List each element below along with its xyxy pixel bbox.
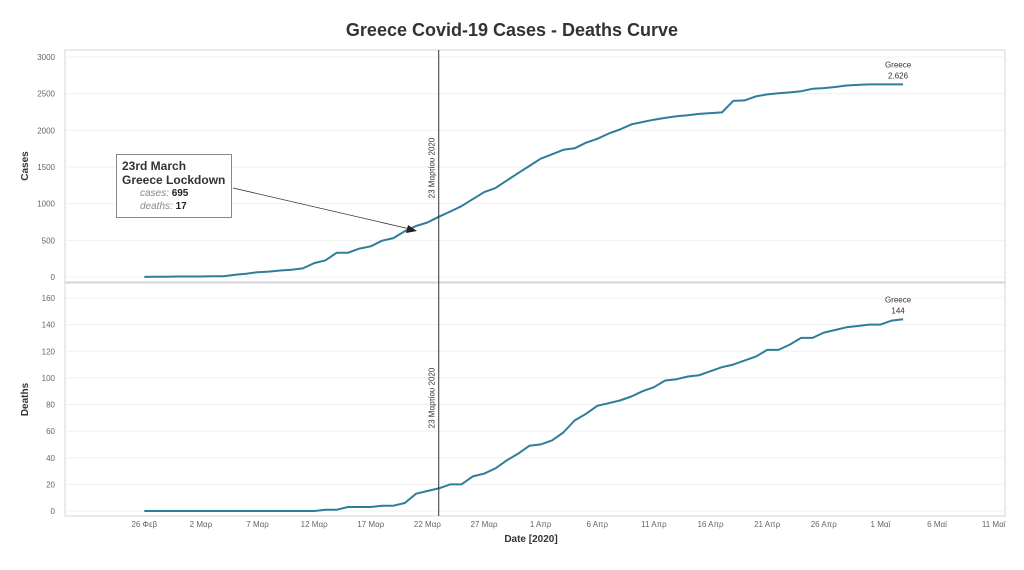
x-tick-label: 16 Απρ <box>697 520 724 529</box>
reference-line-label-deaths: 23 Μαρτίου 2020 <box>428 367 437 428</box>
x-tick-label: 1 Απρ <box>530 520 552 529</box>
cases-y-tick-label: 2000 <box>37 126 55 135</box>
cases-axis-title: Cases <box>20 151 31 181</box>
cases-end-label-name: Greece <box>885 60 912 69</box>
x-tick-label: 11 Μαϊ <box>982 520 1006 529</box>
deaths-y-tick-label: 40 <box>46 454 55 463</box>
deaths-end-label-value: 144 <box>891 306 905 315</box>
x-tick-label: 11 Απρ <box>641 520 667 529</box>
deaths-y-tick-label: 60 <box>46 427 55 436</box>
deaths-y-tick-label: 120 <box>42 347 56 356</box>
x-axis: 26 Φεβ 2 Μαρ 7 Μαρ 12 Μαρ 17 Μαρ 22 Μαρ 27 Μαρ… <box>131 520 1005 529</box>
cases-y-tick-label: 500 <box>42 236 56 245</box>
x-tick-label: 26 Φεβ <box>131 520 157 529</box>
annotation-title-line1: 23rd March <box>122 159 187 173</box>
deaths-y-tick-label: 0 <box>51 507 56 516</box>
annotation-arrow <box>232 187 411 230</box>
deaths-axis-title: Deaths <box>20 382 31 416</box>
deaths-y-tick-label: 80 <box>46 401 55 410</box>
deaths-y-tick-label: 20 <box>46 480 55 489</box>
chart-title: Greece Covid-19 Cases - Deaths Curve <box>345 20 679 40</box>
x-tick-label: 7 Μαρ <box>246 520 269 529</box>
x-tick-label: 22 Μαρ <box>414 520 441 529</box>
annotation-title-line2: Greece Lockdown <box>122 173 226 187</box>
annotation-deaths-row: deaths: 17 <box>122 200 226 213</box>
x-tick-label: 27 Μαρ <box>471 520 498 529</box>
deaths-y-tick-label: 140 <box>42 321 56 330</box>
annotation-cases-row: cases: 695 <box>122 187 226 200</box>
cases-y-tick-label: 2500 <box>37 90 55 99</box>
deaths-y-tick-label: 160 <box>42 294 56 303</box>
annotation-cases-value: 695 <box>171 188 189 199</box>
cases-series-line <box>144 83 904 278</box>
cases-y-tick-label: 1000 <box>37 200 55 209</box>
cases-end-label-value: 2.626 <box>888 71 909 80</box>
annotation-cases-label: cases: <box>140 188 169 199</box>
deaths-panel-frame <box>64 282 1006 517</box>
x-tick-label: 17 Μαρ <box>357 520 384 529</box>
cases-y-tick-label: 1500 <box>37 163 55 172</box>
cases-y-tick-label: 0 <box>51 273 56 282</box>
x-tick-label: 1 Μαϊ <box>871 520 891 529</box>
annotation-deaths-label: deaths: <box>140 201 173 212</box>
x-tick-label: 6 Μαϊ <box>927 520 947 529</box>
deaths-end-label-name: Greece <box>885 295 912 304</box>
reference-line-label-cases: 23 Μαρτίου 2020 <box>428 137 437 198</box>
annotation-deaths-value: 17 <box>175 201 187 212</box>
cases-y-tick-label: 3000 <box>37 53 55 62</box>
lockdown-annotation: 23rd March Greece Lockdown cases: 695 de… <box>116 154 232 218</box>
x-tick-label: 2 Μαρ <box>190 520 213 529</box>
x-axis-title: Date [2020] <box>504 534 557 545</box>
x-tick-label: 12 Μαρ <box>301 520 328 529</box>
deaths-y-tick-label: 100 <box>42 374 56 383</box>
lockdown-reference-line: 23 Μαρτίου 2020 23 Μαρτίου 2020 <box>428 50 440 516</box>
deaths-series-line <box>144 318 904 512</box>
cases-panel-frame <box>64 49 1006 283</box>
deaths-panel: 0 20 40 60 80 100 120 140 160 Deaths Greece 144 <box>20 282 1006 517</box>
x-tick-label: 21 Απρ <box>754 520 781 529</box>
x-tick-label: 6 Απρ <box>586 520 608 529</box>
x-tick-label: 26 Απρ <box>811 520 838 529</box>
annotation-arrowhead <box>406 225 417 233</box>
cases-panel: 0 500 1000 1500 2000 2500 3000 Cases Greece 2.626 <box>20 49 1006 283</box>
